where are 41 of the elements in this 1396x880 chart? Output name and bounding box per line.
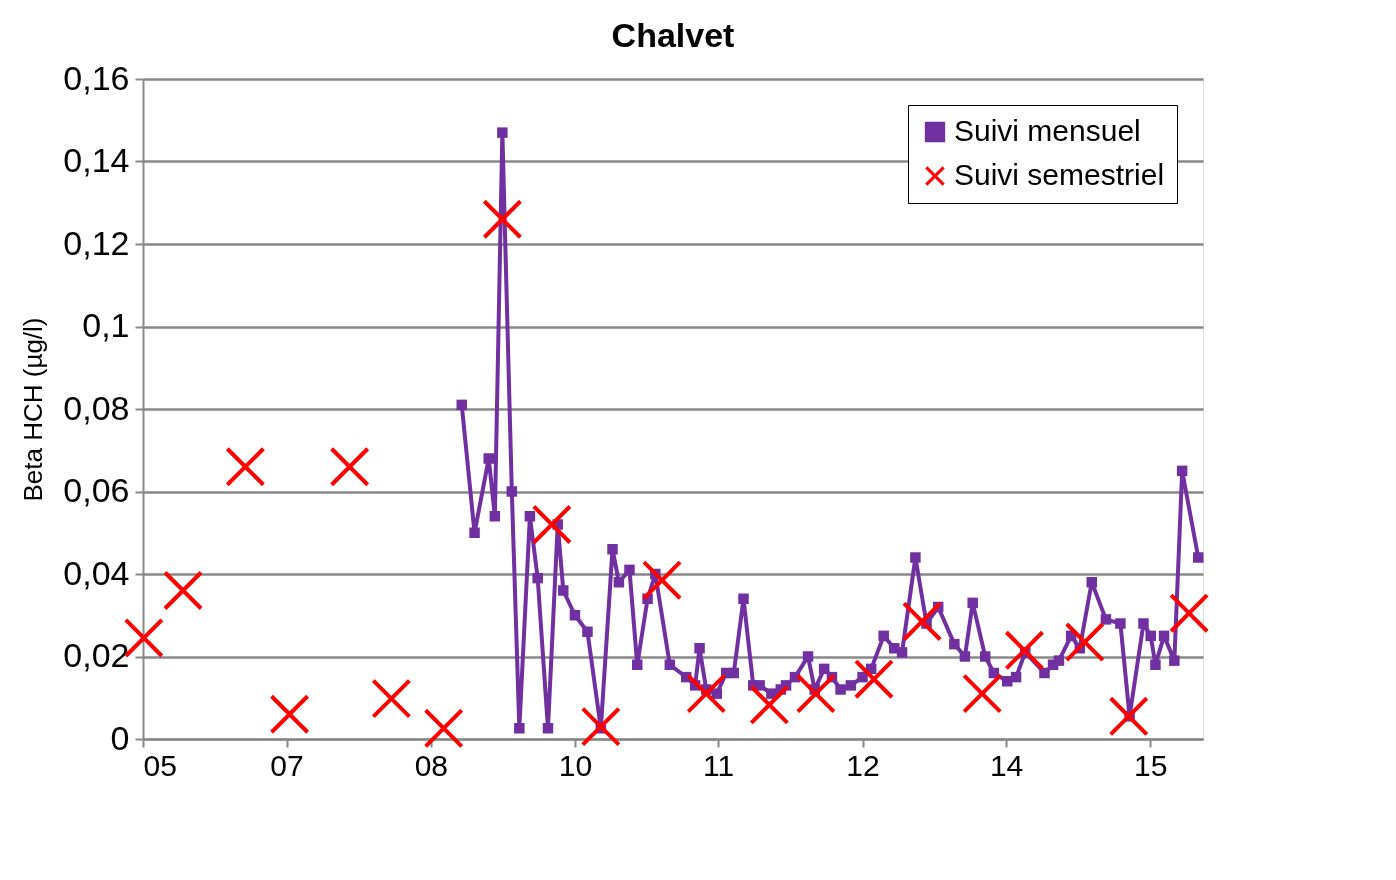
y-tick-label: 0,02	[63, 636, 130, 674]
point	[1004, 630, 1045, 671]
point	[531, 504, 572, 545]
x-tick-label: 12	[846, 748, 880, 782]
point	[1169, 593, 1210, 634]
point	[1108, 696, 1149, 737]
point	[795, 673, 836, 714]
point	[225, 446, 266, 487]
point	[580, 706, 621, 747]
point	[482, 199, 523, 240]
y-tick-label: 0,16	[63, 58, 130, 97]
y-axis-title: Beta HCH (µg/l)	[18, 317, 49, 502]
x-tick-label: 05	[143, 748, 177, 782]
x-tick-label: 07	[270, 748, 304, 782]
y-tick-label: 0,12	[63, 223, 130, 262]
point	[853, 659, 894, 700]
x-tick-label: 10	[558, 748, 593, 782]
x-tick-label: 08	[414, 748, 449, 782]
legend-label: Suivi semestriel	[954, 158, 1165, 191]
x-tick-label: 11	[703, 748, 735, 782]
point	[269, 694, 310, 735]
point	[329, 446, 370, 487]
chart-title: Chalvet	[611, 16, 735, 54]
point	[749, 684, 790, 725]
y-tick-label: 0,06	[63, 471, 130, 509]
x-tick-label: 15	[1133, 748, 1168, 782]
point	[641, 560, 683, 601]
point	[423, 708, 464, 749]
y-tick-label: 0,1	[82, 306, 130, 344]
y-tick-label: 0,08	[63, 388, 130, 427]
legend-label: Suivi mensuel	[954, 114, 1141, 147]
y-tick-label: 0,04	[63, 553, 130, 592]
point	[1064, 622, 1105, 663]
point	[902, 601, 943, 642]
point	[371, 678, 412, 719]
point	[163, 570, 204, 611]
point	[686, 673, 727, 714]
y-tick-label: 0,14	[63, 141, 130, 179]
y-tick-label: 0	[110, 718, 130, 757]
point	[962, 673, 1003, 714]
x-tick-label: 14	[989, 748, 1024, 782]
